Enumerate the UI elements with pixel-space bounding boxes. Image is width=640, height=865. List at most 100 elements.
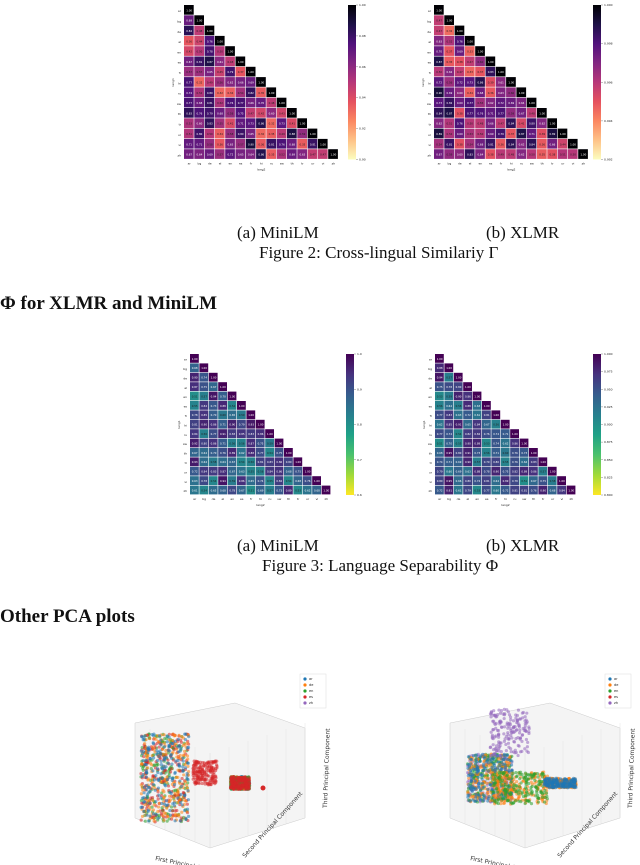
- pca-point: [503, 780, 507, 784]
- heatmap-cell-value: 1.00: [314, 479, 320, 483]
- heatmap-cell-value: 1.00: [220, 385, 226, 389]
- heatmap-cell-value: 0.84: [201, 470, 207, 474]
- heatmap-cell-value: 1.00: [484, 404, 490, 408]
- heatmap-cell-value: 0.94: [220, 479, 226, 483]
- heatmap-cell-value: 0.72: [503, 488, 509, 492]
- pca-point: [475, 771, 479, 775]
- heatmap-cell: [302, 466, 312, 476]
- pca-point: [165, 740, 169, 744]
- heatmap-cell-value: 0.54: [211, 479, 217, 483]
- heatmap-cell-value: 0.62: [519, 153, 525, 157]
- pca-point: [468, 762, 472, 766]
- heatmap-row-label: en: [183, 395, 187, 399]
- pca-point: [523, 719, 527, 723]
- heatmap-col-label: de: [208, 162, 212, 166]
- pca-point: [529, 802, 534, 806]
- heatmap-col-label: zh: [570, 497, 574, 501]
- colorbar-tick-label: 0.875: [604, 440, 613, 444]
- heatmap-cell-value: 1.00: [239, 404, 245, 408]
- pca-point: [191, 773, 195, 777]
- pca-point: [235, 776, 239, 780]
- heatmap-cell: [472, 419, 482, 429]
- heatmap-cell-value: 0.74: [474, 479, 480, 483]
- heatmap-cell-value: 1.00: [279, 101, 285, 105]
- heatmap-cell: [453, 448, 463, 457]
- heatmap-cell-value: 0.36: [539, 142, 545, 146]
- heatmap-cell: [276, 128, 287, 139]
- heatmap-cell-value: 0.79: [498, 132, 504, 136]
- pca-point: [146, 809, 150, 813]
- pca-point: [482, 765, 486, 770]
- heatmap-cell-value: 0.57: [217, 153, 223, 157]
- pca-point: [534, 786, 539, 790]
- heatmap-cell-value: 0.88: [474, 470, 480, 474]
- heatmap-cell-value: 0.38: [550, 153, 556, 157]
- heatmap-cell-value: 0.87: [220, 470, 226, 474]
- heatmap-cell: [454, 149, 465, 159]
- heatmap-row-label: sw: [177, 102, 182, 106]
- heatmap-cell-value: 0.64: [201, 460, 207, 464]
- heatmap-cell-value: 0.49: [279, 132, 285, 136]
- heatmap-cell: [510, 476, 519, 485]
- heatmap-cell-value: 0.68: [550, 488, 556, 492]
- pca-point: [178, 779, 182, 783]
- heatmap-cell-value: 0.54: [456, 432, 462, 436]
- heatmap-cell: [255, 476, 265, 485]
- pca-point: [203, 782, 207, 786]
- pca-point: [499, 793, 503, 797]
- heatmap-cell-value: 0.34: [467, 91, 473, 95]
- pca-point: [512, 739, 516, 744]
- heatmap-cell: [194, 97, 204, 108]
- heatmap-col-label: bg: [198, 162, 202, 166]
- heatmap-cell: [529, 457, 538, 467]
- heatmap-cell: [444, 35, 454, 46]
- colorbar-tick-label: 0.950: [604, 387, 613, 391]
- heatmap-cell-value: 0.67: [186, 60, 192, 64]
- heatmap-col-label: hi: [260, 162, 263, 166]
- heatmap-cell-value: 0.44: [560, 142, 566, 146]
- heatmap-col-label: vi: [316, 497, 319, 501]
- heatmap-col-label: ru: [270, 162, 273, 166]
- colorbar-tick-label: 0.7: [357, 458, 362, 462]
- heatmap-row-label: tr: [179, 123, 182, 127]
- pca-point: [517, 799, 521, 803]
- heatmap-cell-value: 0.71: [220, 441, 226, 445]
- pca-point: [162, 757, 167, 761]
- heatmap-row-label: ru: [429, 433, 432, 437]
- pca-point: [146, 778, 150, 782]
- heatmap-cell: [510, 429, 519, 438]
- pca-point: [169, 791, 173, 795]
- heatmap-cell-value: 0.80: [465, 479, 471, 483]
- pca-point: [172, 783, 177, 787]
- pca-point: [204, 770, 208, 774]
- pca-point: [167, 735, 171, 739]
- heatmap-cell: [495, 149, 506, 159]
- heatmap-cell: [190, 448, 199, 457]
- pca-point: [496, 801, 500, 806]
- heatmap-cell-value: 0.56: [493, 423, 499, 427]
- heatmap-cell-value: 0.69: [508, 101, 514, 105]
- heatmap-col-label: el: [469, 162, 472, 166]
- heatmap-cell-value: 1.00: [192, 357, 198, 361]
- heatmap-row-label: th: [428, 112, 431, 116]
- heatmap-col-label: fr: [500, 162, 503, 166]
- heatmap-cell-value: 0.72: [192, 470, 198, 474]
- pca-point: [185, 783, 189, 787]
- heatmap-cell-value: 0.76: [279, 142, 285, 146]
- heatmap-cell: [235, 56, 246, 67]
- heatmap-cell-value: 0.69: [456, 470, 462, 474]
- heatmap-cell-value: 0.53: [467, 132, 473, 136]
- pca-point: [546, 777, 551, 781]
- pca-point: [475, 767, 479, 771]
- pca-point: [184, 766, 188, 770]
- pca-point: [197, 765, 201, 770]
- heatmap-cell: [199, 410, 209, 420]
- heatmap-cell: [495, 118, 506, 128]
- pca-point: [533, 781, 537, 785]
- heatmap-cell: [184, 77, 194, 87]
- heatmap-cell: [519, 448, 529, 457]
- pca-point: [518, 717, 522, 721]
- heatmap-cell-value: 1.00: [238, 60, 244, 64]
- pca-point: [497, 708, 501, 712]
